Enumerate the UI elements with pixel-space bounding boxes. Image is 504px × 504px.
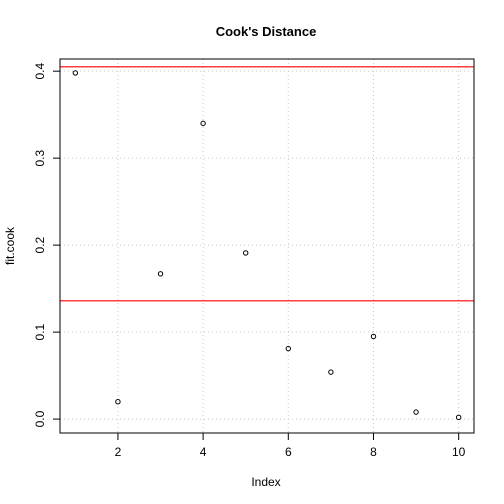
data-point-2 bbox=[115, 398, 121, 405]
data-point-1 bbox=[72, 70, 79, 76]
x-tick-label-1: 4 bbox=[200, 445, 207, 459]
data-point-5 bbox=[243, 250, 249, 256]
y-tick-label-0: 0.0 bbox=[33, 410, 47, 427]
grid bbox=[60, 59, 474, 433]
data-point-3 bbox=[157, 271, 164, 277]
x-axis: 2 4 6 8 10 bbox=[115, 432, 466, 459]
data-point-4 bbox=[200, 120, 206, 127]
x-tick-label-4: 10 bbox=[452, 445, 466, 459]
data-points bbox=[72, 70, 462, 421]
data-point-8 bbox=[370, 333, 377, 340]
data-point-6 bbox=[285, 345, 291, 352]
reference-lines bbox=[60, 66, 474, 302]
y-tick-label-3: 0.3 bbox=[33, 149, 47, 166]
data-point-7 bbox=[328, 369, 334, 375]
x-tick-label-2: 6 bbox=[285, 445, 292, 459]
y-tick-label-2: 0.2 bbox=[33, 236, 47, 253]
chart-title: Cook's Distance bbox=[216, 24, 317, 39]
x-axis-label: Index bbox=[251, 475, 280, 489]
data-point-10 bbox=[455, 414, 462, 421]
y-tick-label-4: 0.4 bbox=[33, 63, 47, 80]
y-axis: 0.0 0.1 0.2 0.3 0.4 bbox=[33, 63, 61, 427]
y-tick-label-1: 0.1 bbox=[33, 323, 47, 340]
y-axis-label: fit.cook bbox=[3, 226, 17, 265]
data-point-9 bbox=[413, 409, 419, 415]
x-tick-label-0: 2 bbox=[115, 445, 122, 459]
plot-frame bbox=[59, 58, 475, 434]
x-tick-label-3: 8 bbox=[370, 445, 377, 459]
